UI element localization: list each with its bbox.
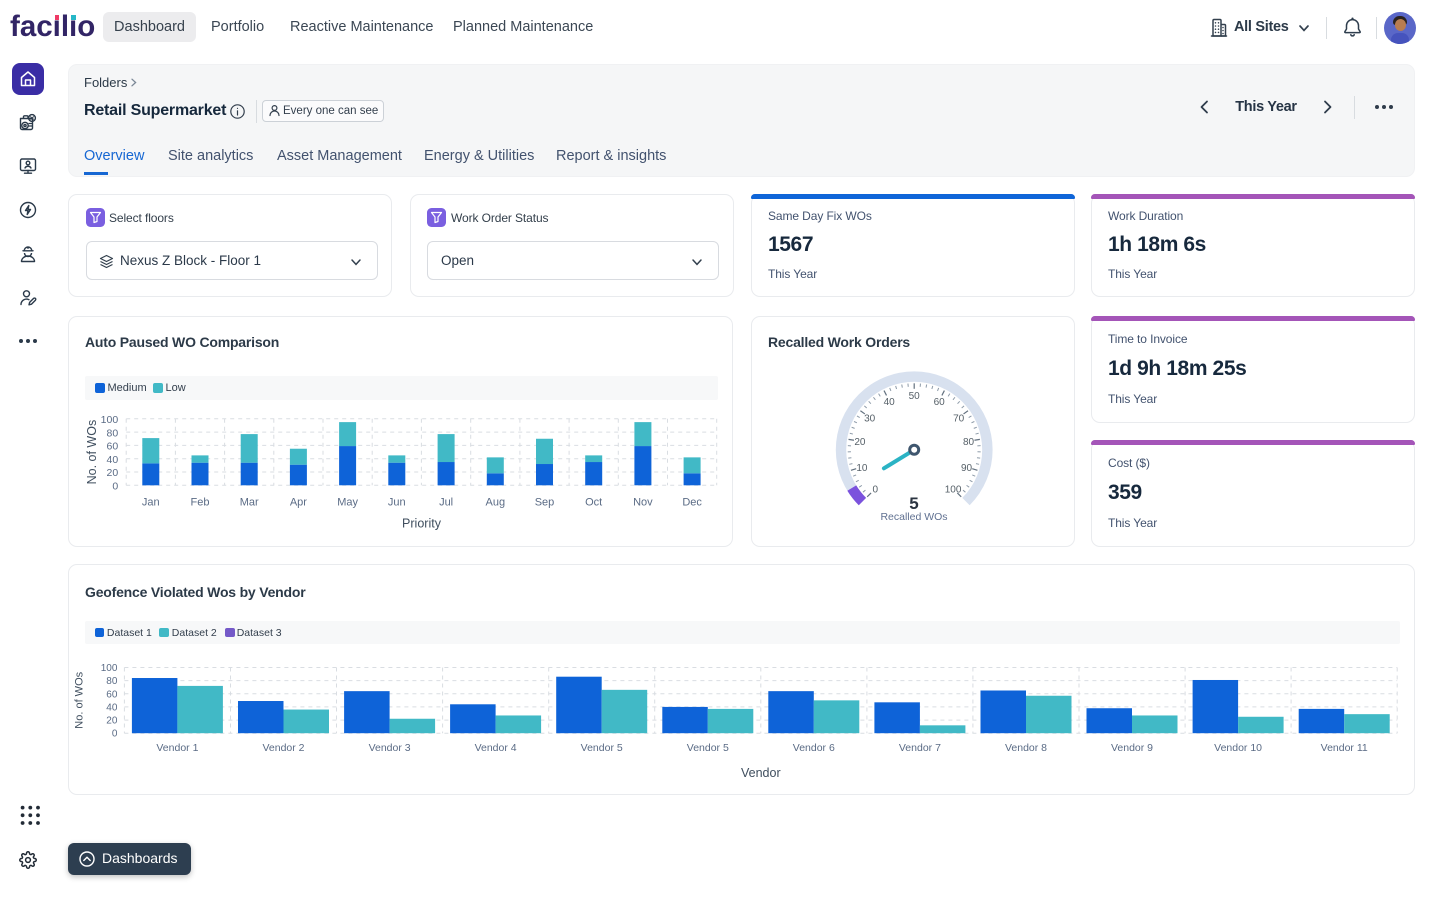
- svg-text:90: 90: [961, 463, 973, 474]
- svg-text:Priority: Priority: [402, 517, 442, 531]
- svg-text:May: May: [337, 496, 358, 508]
- svg-text:Vendor 4: Vendor 4: [475, 742, 517, 754]
- svg-text:Vendor 5: Vendor 5: [581, 742, 623, 754]
- svg-text:50: 50: [909, 391, 921, 402]
- svg-text:Vendor 5: Vendor 5: [687, 742, 729, 754]
- svg-text:Jul: Jul: [439, 496, 453, 508]
- svg-text:Dec: Dec: [682, 496, 702, 508]
- svg-text:Oct: Oct: [585, 496, 602, 508]
- svg-text:0: 0: [873, 485, 879, 496]
- svg-text:Nov: Nov: [633, 496, 653, 508]
- svg-text:20: 20: [107, 467, 119, 479]
- svg-text:100: 100: [101, 663, 118, 674]
- svg-text:0: 0: [112, 729, 118, 740]
- svg-text:30: 30: [864, 414, 876, 425]
- svg-text:40: 40: [106, 702, 118, 713]
- svg-text:Vendor 9: Vendor 9: [1111, 742, 1153, 754]
- svg-text:70: 70: [953, 414, 965, 425]
- svg-text:80: 80: [963, 437, 975, 448]
- svg-text:60: 60: [107, 441, 119, 453]
- svg-text:0: 0: [112, 481, 118, 493]
- svg-text:Vendor 11: Vendor 11: [1321, 742, 1368, 754]
- svg-text:Vendor 10: Vendor 10: [1214, 742, 1262, 754]
- svg-text:Vendor 6: Vendor 6: [793, 742, 835, 754]
- svg-text:80: 80: [106, 676, 118, 687]
- svg-text:60: 60: [934, 397, 946, 408]
- svg-text:100: 100: [101, 414, 119, 426]
- svg-text:Aug: Aug: [486, 496, 506, 508]
- svg-text:10: 10: [856, 463, 868, 474]
- svg-text:Vendor 1: Vendor 1: [156, 742, 198, 754]
- svg-text:Vendor: Vendor: [741, 766, 781, 780]
- svg-text:20: 20: [854, 437, 866, 448]
- svg-text:Vendor 2: Vendor 2: [262, 742, 304, 754]
- svg-text:Vendor 8: Vendor 8: [1005, 742, 1047, 754]
- svg-text:40: 40: [107, 454, 119, 466]
- svg-text:Jun: Jun: [388, 496, 406, 508]
- svg-text:20: 20: [106, 716, 118, 727]
- svg-text:No. of WOs: No. of WOs: [74, 671, 86, 728]
- svg-text:40: 40: [884, 397, 896, 408]
- svg-text:60: 60: [106, 689, 118, 700]
- svg-text:Sep: Sep: [535, 496, 555, 508]
- svg-text:100: 100: [945, 485, 962, 496]
- svg-text:Mar: Mar: [240, 496, 259, 508]
- svg-text:Feb: Feb: [191, 496, 210, 508]
- svg-text:Vendor 3: Vendor 3: [369, 742, 411, 754]
- svg-text:Jan: Jan: [142, 496, 160, 508]
- svg-text:80: 80: [107, 427, 119, 439]
- svg-text:No. of WOs: No. of WOs: [85, 420, 99, 485]
- svg-text:Apr: Apr: [290, 496, 307, 508]
- svg-text:Vendor 7: Vendor 7: [899, 742, 941, 754]
